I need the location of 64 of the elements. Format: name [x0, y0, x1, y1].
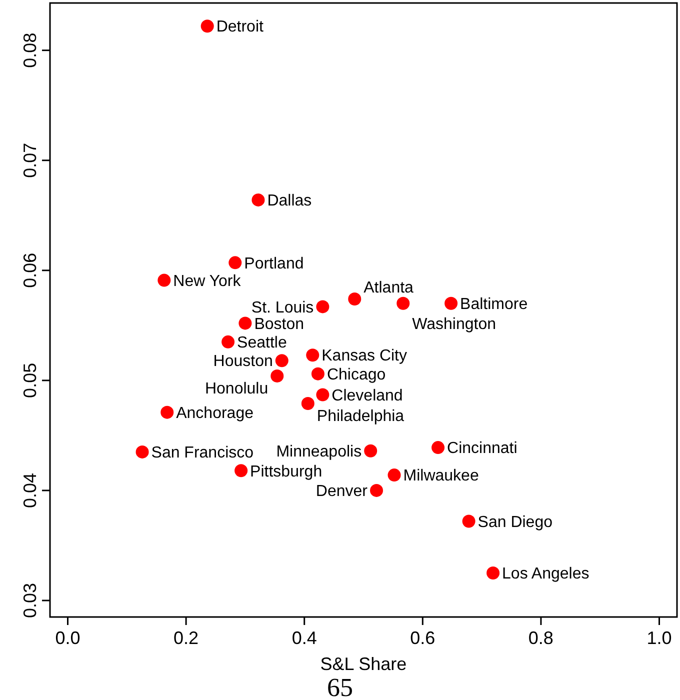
annotation: New York — [173, 272, 242, 290]
point — [158, 274, 171, 287]
annotation: Cleveland — [332, 387, 403, 404]
point — [222, 335, 235, 348]
x-axis-title: S&L Share — [320, 654, 407, 674]
point — [200, 20, 214, 33]
y-tick-label: 0.07 — [20, 142, 40, 178]
y-tick-label: 0.05 — [20, 362, 40, 398]
point — [348, 292, 362, 306]
annotation: Portland — [244, 255, 304, 272]
annotation: Detroit — [216, 18, 264, 36]
point — [252, 193, 265, 206]
point — [228, 256, 242, 270]
annotation: Milwaukee — [403, 468, 479, 485]
x-tick-label: 0.4 — [292, 628, 317, 648]
point — [316, 300, 330, 314]
annotation: Kansas City — [322, 348, 408, 365]
annotation: Seattle — [237, 334, 287, 352]
point — [275, 354, 288, 368]
point — [486, 566, 500, 580]
point — [462, 514, 476, 528]
annotation: Pittsburgh — [250, 463, 322, 480]
point — [160, 406, 174, 419]
annotation: Cincinnati — [447, 440, 518, 458]
annotation: Denver — [316, 483, 368, 500]
point — [306, 348, 320, 362]
x-tick-label: 1.0 — [646, 628, 672, 648]
annotation: Baltimore — [460, 296, 528, 313]
point — [301, 397, 314, 410]
annotation: San Diego — [478, 514, 553, 531]
point — [364, 444, 378, 458]
annotation: Honolulu — [204, 380, 268, 398]
point — [238, 316, 252, 330]
annotation: St. Louis — [251, 299, 314, 316]
annotation: Houston — [213, 353, 273, 370]
y-tick-label: 0.08 — [20, 32, 40, 68]
point — [370, 484, 384, 497]
y-tick-label: 0.06 — [20, 252, 40, 288]
annotation: San Francisco — [151, 444, 254, 462]
point — [270, 370, 284, 383]
point — [444, 296, 458, 310]
point — [432, 441, 445, 454]
annotation: Dallas — [267, 192, 312, 210]
annotation: Atlanta — [364, 280, 414, 297]
annotation: Los Angeles — [502, 566, 590, 583]
annotation: Philadelphia — [316, 408, 404, 426]
x-tick-label: 0.6 — [410, 628, 436, 648]
annotation: Anchorage — [176, 404, 254, 422]
point — [234, 464, 248, 478]
point — [316, 388, 330, 402]
text: 65 — [327, 673, 353, 700]
annotation: Washington — [412, 316, 496, 333]
y-tick-label: 0.04 — [20, 472, 40, 508]
annotation: Chicago — [326, 366, 386, 384]
x-tick-label: 0.0 — [55, 628, 80, 648]
x-tick-label: 0.8 — [528, 628, 554, 648]
point — [136, 445, 149, 458]
point — [396, 296, 410, 310]
point — [388, 468, 401, 482]
point — [311, 367, 324, 380]
annotation: Minneapolis — [276, 443, 362, 460]
y-tick-label: 0.03 — [20, 582, 40, 618]
x-tick-label: 0.2 — [174, 628, 199, 648]
annotation: Boston — [254, 316, 304, 333]
